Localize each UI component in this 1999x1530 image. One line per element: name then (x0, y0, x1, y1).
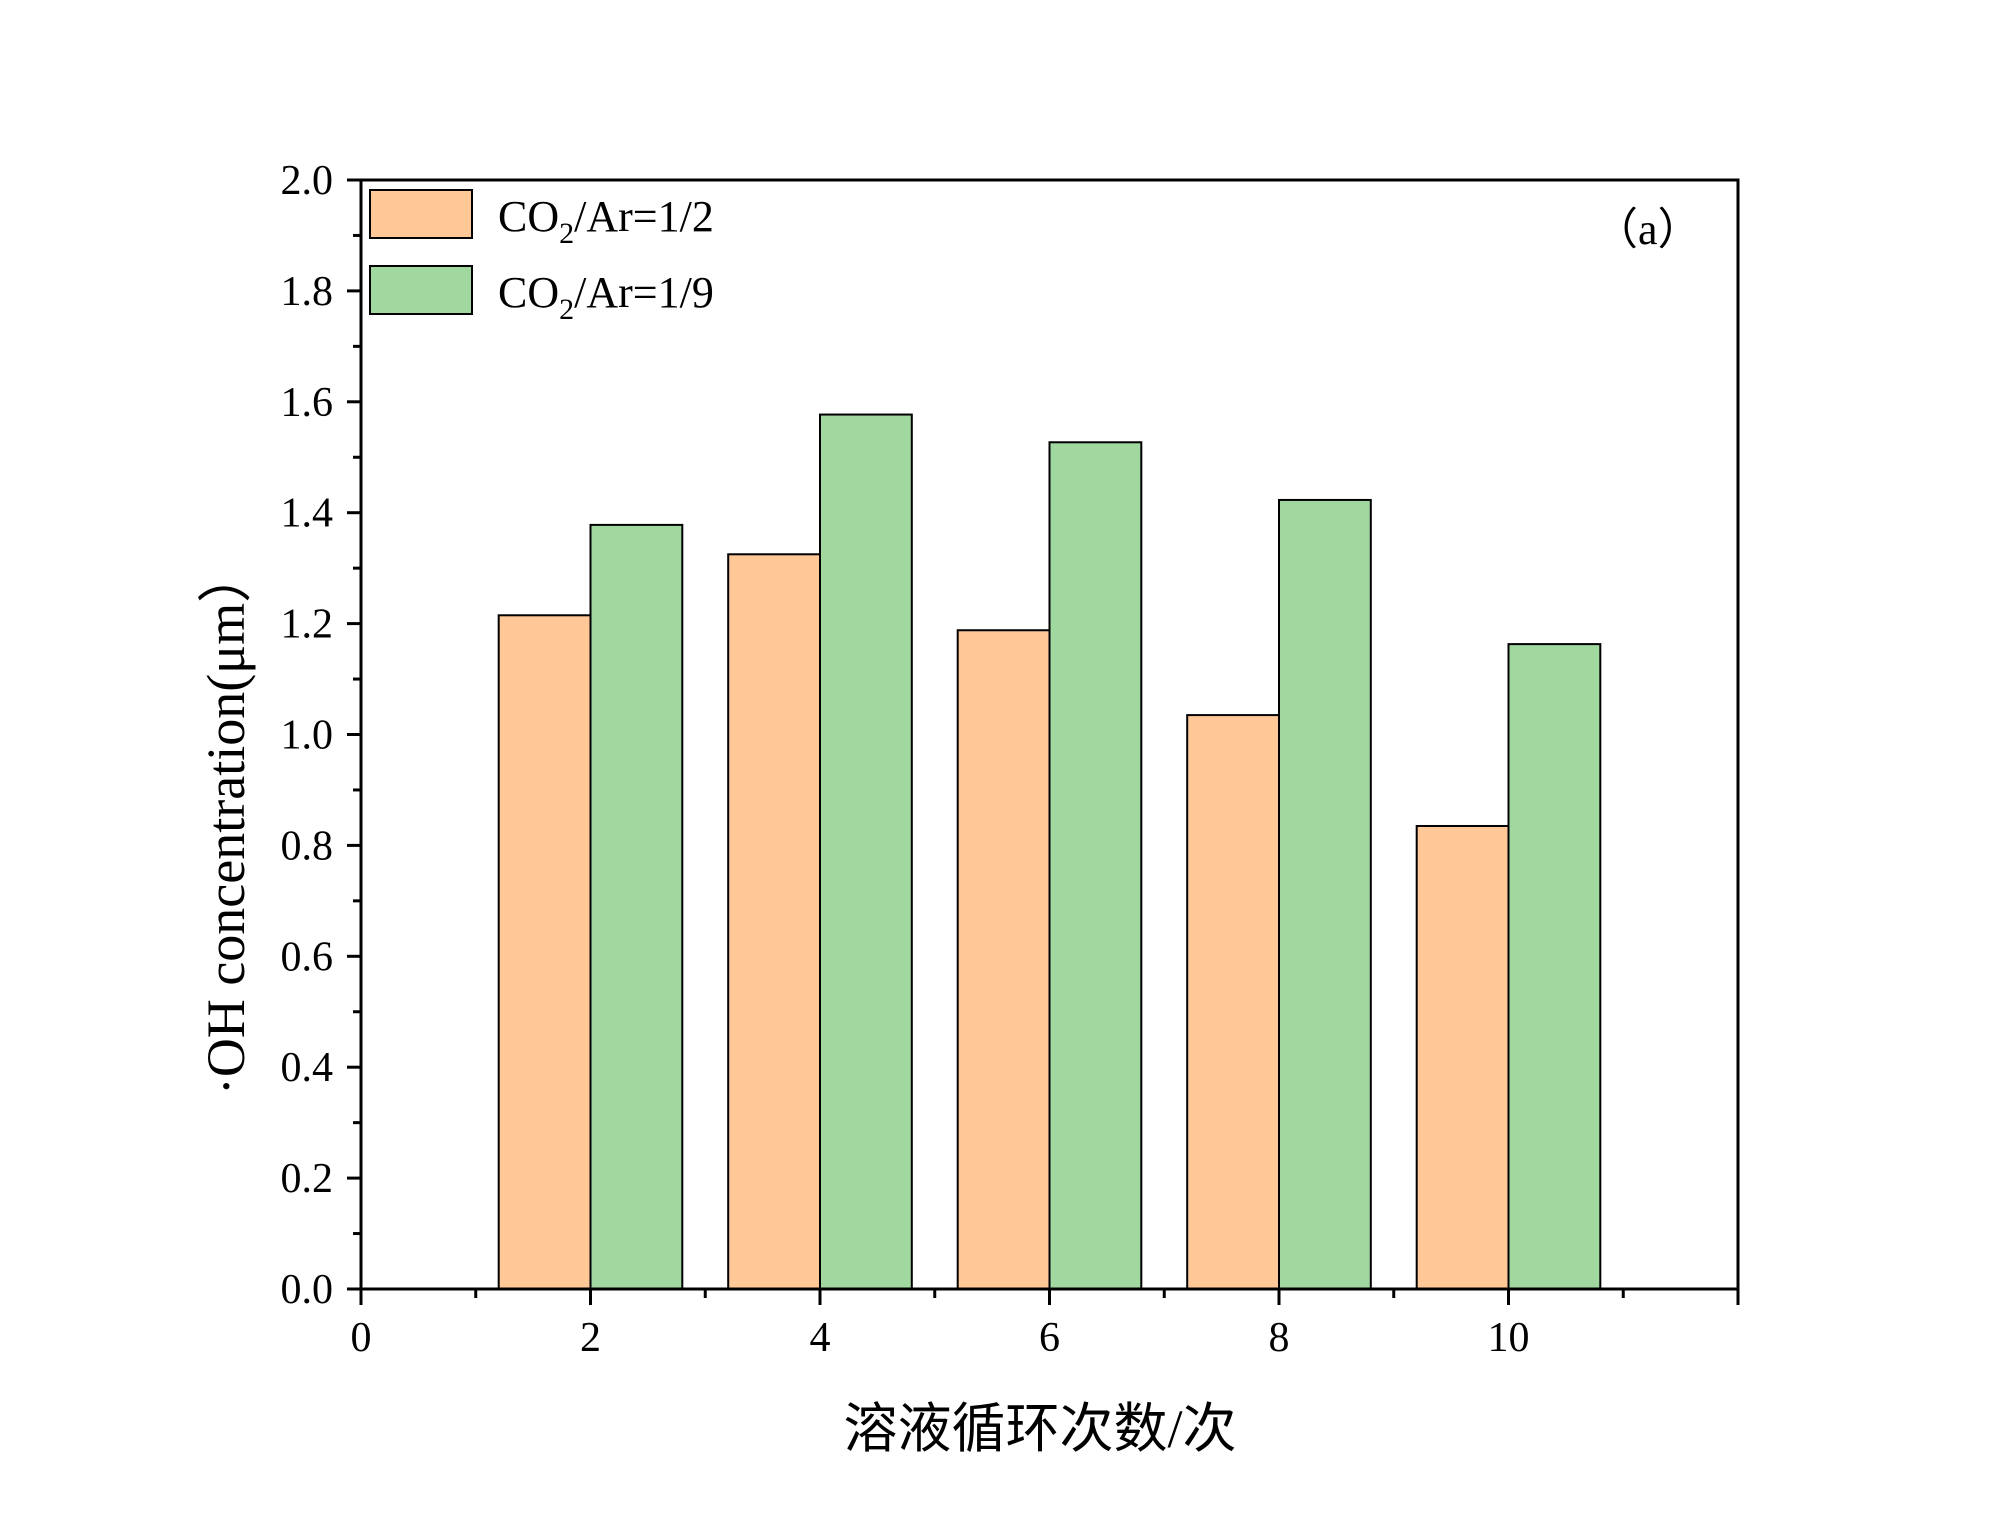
y-tick-label: 0.4 (281, 1045, 334, 1091)
y-tick-label: 0.2 (281, 1156, 334, 1202)
legend-swatch-co2-ar-1-9 (369, 265, 473, 315)
bar-series1-x10 (1415, 824, 1510, 1290)
x-tick-label: 0 (351, 1315, 372, 1361)
bar-series2-x8 (1278, 498, 1372, 1291)
legend-label-co2-ar-1-9: CO2/Ar=1/9 (498, 268, 714, 326)
bar-series2-x4 (819, 413, 913, 1290)
bar-series2-x6 (1048, 441, 1143, 1290)
panel-label: （a） (1594, 205, 1702, 254)
y-tick-label: 0.0 (281, 1267, 334, 1313)
y-tick-label: 1.0 (281, 713, 334, 759)
y-tick-label: 0.6 (281, 934, 334, 980)
x-tick-label: 8 (1269, 1315, 1290, 1361)
legend: CO2/Ar=1/2 CO2/Ar=1/9 (369, 189, 714, 326)
y-tick-label: 0.8 (281, 823, 334, 869)
x-tick-label: 2 (580, 1315, 601, 1361)
bar-series1-x6 (956, 629, 1051, 1290)
x-tick-label: 4 (810, 1315, 831, 1361)
y-tick-label: 1.4 (281, 491, 334, 537)
axes-layer: 0.0 0.2 0.4 0.6 0.8 1.0 1.2 1.4 1.6 1.8 2.0 0 2 4 6 8 10 (281, 158, 1740, 1361)
y-tick-label: 2.0 (281, 158, 334, 204)
y-tick-label: 1.6 (281, 380, 334, 426)
bars-layer (497, 413, 1602, 1291)
y-tick-label: 1.8 (281, 269, 334, 315)
y-axis-title: ·OH concentration(μm） (196, 549, 256, 1095)
x-tick-label: 6 (1039, 1315, 1060, 1361)
x-tick-label: 10 (1488, 1315, 1530, 1361)
bar-series1-x8 (1186, 714, 1280, 1290)
x-axis-title: 溶液循环次数/次 (843, 1399, 1236, 1459)
bar-series2-x10 (1507, 643, 1602, 1290)
bar-series1-x4 (727, 553, 822, 1290)
legend-label-co2-ar-1-2: CO2/Ar=1/2 (498, 192, 714, 250)
bar-series2-x2 (589, 523, 684, 1290)
legend-swatch-co2-ar-1-2 (369, 189, 473, 239)
bar-series1-x2 (497, 614, 592, 1290)
y-tick-label: 1.2 (281, 602, 334, 648)
